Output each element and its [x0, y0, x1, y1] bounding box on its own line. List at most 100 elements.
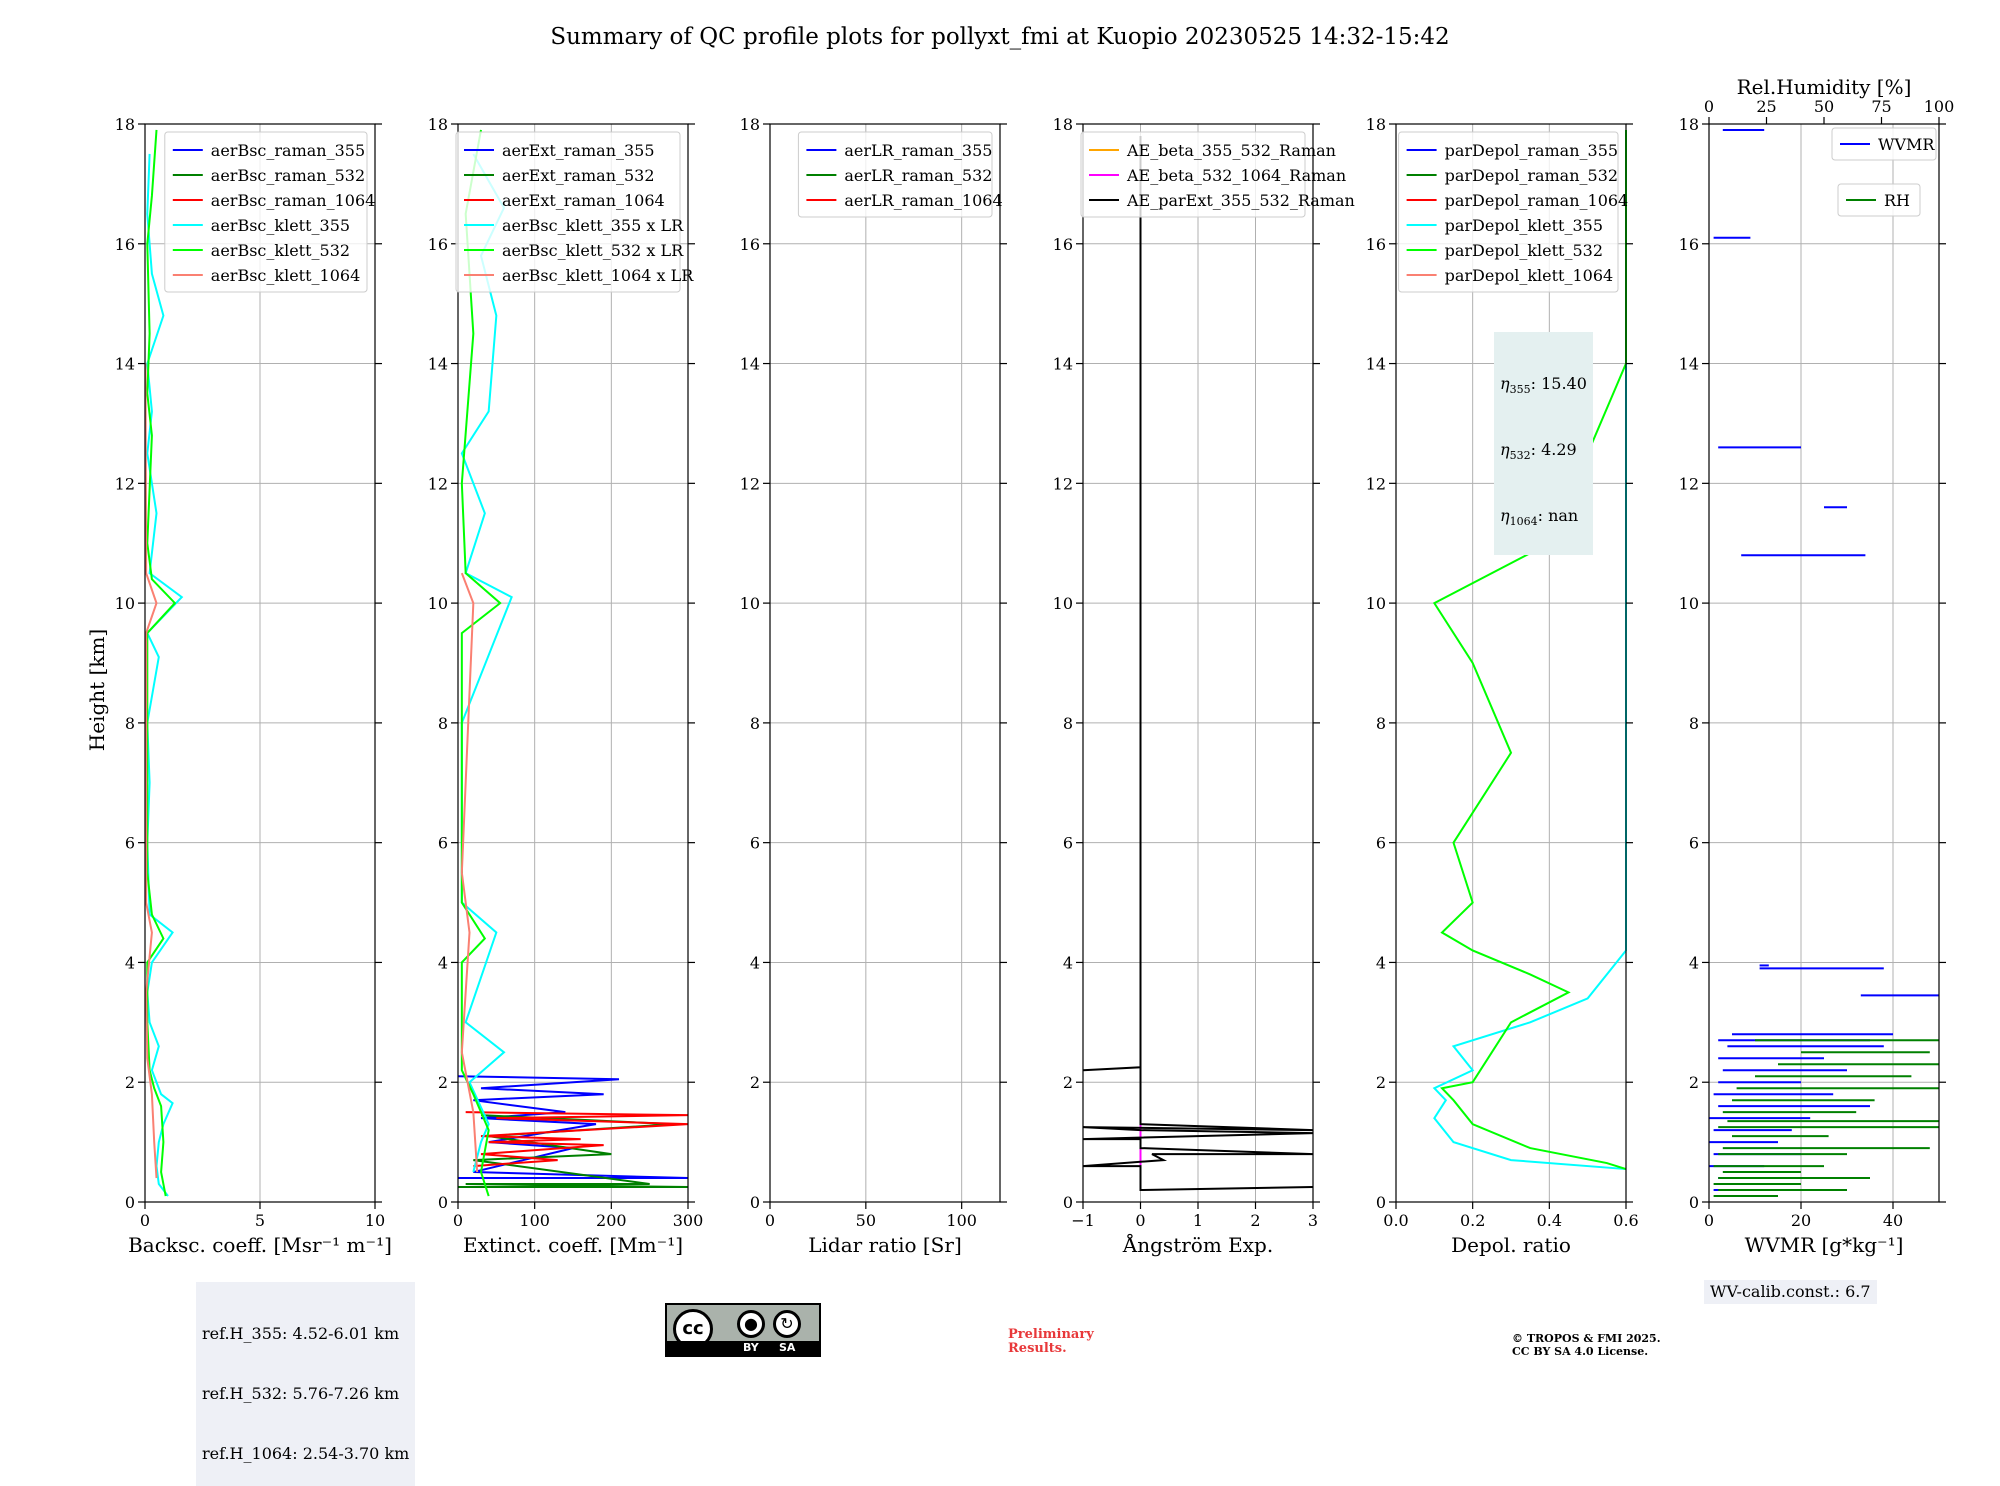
legend-label: AE_beta_355_532_Raman: [1126, 141, 1336, 160]
series-line-parDepol_klett_532: [1432, 129, 1627, 1171]
copyright-line-2: CC BY SA 4.0 License.: [1512, 1345, 1649, 1358]
legend-label: aerExt_raman_1064: [502, 191, 665, 210]
y-tick-label: 18: [428, 115, 448, 134]
x-axis-label: Ångström Exp.: [1122, 1232, 1273, 1257]
copyright-line-1: © TROPOS & FMI 2025.: [1512, 1332, 1661, 1345]
legend-label: parDepol_raman_355: [1445, 141, 1618, 160]
y-tick-label: 16: [115, 235, 135, 254]
x-axis-label: Depol. ratio: [1451, 1233, 1571, 1257]
legend-label: AE_parExt_355_532_Raman: [1126, 191, 1355, 210]
legend-label: aerLR_raman_532: [844, 166, 992, 185]
ref-heights-box: ref.H_355: 4.52-6.01 km ref.H_532: 5.76-…: [196, 1282, 416, 1486]
cc-license-badge: cc ● ↻ BY SA: [665, 1303, 821, 1357]
license-strip: [667, 1341, 819, 1355]
eta-annotation: η355: 15.40 η532: 4.29 η1064: nan: [1494, 332, 1593, 555]
legend-label: AE_beta_532_1064_Raman: [1126, 166, 1346, 185]
panel-backscatter: 0 5 10 0 2 4 6 8 10 12 14 16 18 Backsc. coeff. [Msr⁻¹…: [115, 115, 392, 1257]
y-tick-label: 6: [750, 834, 760, 853]
legend-label: aerBsc_klett_532 x LR: [502, 241, 684, 260]
x-tick-label: 20: [1791, 1211, 1811, 1230]
y-tick-label: 18: [1366, 115, 1386, 134]
y-tick-label: 8: [750, 714, 760, 733]
y-tick-label: 12: [115, 474, 135, 493]
by-label: BY: [743, 1341, 759, 1354]
y-tick-label: 12: [1679, 474, 1699, 493]
y-tick-label: 4: [750, 953, 760, 972]
y-tick-label: 12: [428, 474, 448, 493]
y-tick-label: 0: [1689, 1193, 1699, 1212]
y-tick-label: 14: [1053, 355, 1073, 374]
x-tick-label: 0: [765, 1211, 775, 1230]
x-tick-label: 1: [1193, 1211, 1203, 1230]
axes-frame: [1395, 123, 1627, 1203]
y-tick-label: 14: [428, 355, 448, 374]
y-tick-label: 0: [438, 1193, 448, 1212]
legend-label: aerExt_raman_355: [502, 141, 655, 160]
series-line-aerBsc_klett_1064: [144, 363, 158, 1179]
x-tick-label: 10: [365, 1211, 385, 1230]
legend-box: [1080, 131, 1306, 218]
legend-label: aerLR_raman_1064: [844, 191, 1002, 210]
legend-label: parDepol_raman_532: [1445, 166, 1618, 185]
y-tick-label: 6: [1689, 834, 1699, 853]
legend-box: [1831, 127, 1937, 161]
eta-532: η532: 4.29: [1500, 440, 1577, 463]
legend-label: aerLR_raman_355: [844, 141, 992, 160]
y-tick-label: 6: [438, 834, 448, 853]
eta-355: η355: 15.40: [1500, 374, 1587, 397]
x-tick-label: 100: [946, 1211, 977, 1230]
y-tick-label: 8: [1376, 714, 1386, 733]
legend-label: aerBsc_raman_532: [211, 166, 365, 185]
y-tick-label: 10: [115, 594, 135, 613]
series-line-aerExt_raman_1064: [465, 1111, 689, 1168]
x-tick-label: 0.4: [1537, 1211, 1562, 1230]
y-tick-label: 8: [125, 714, 135, 733]
x-tick-label: 200: [596, 1211, 627, 1230]
y-tick-label: 14: [115, 355, 135, 374]
legend-label: parDepol_klett_1064: [1445, 266, 1614, 285]
y-tick-label: 10: [740, 594, 760, 613]
legend-label: aerBsc_klett_355 x LR: [502, 216, 684, 235]
y-tick-label: 0: [750, 1193, 760, 1212]
y-tick-label: 14: [1366, 355, 1386, 374]
y-tick-label: 4: [438, 953, 448, 972]
legend-label: aerBsc_raman_1064: [211, 191, 376, 210]
eta-1064-value: nan: [1548, 506, 1579, 526]
x-tick-label: 5: [255, 1211, 265, 1230]
y-tick-label: 10: [1053, 594, 1073, 613]
y-tick-label: 4: [1063, 953, 1073, 972]
axes-frame: [769, 123, 1001, 1203]
legend-label: aerBsc_klett_1064 x LR: [502, 266, 694, 285]
x-axis-label: Extinct. coeff. [Mm⁻¹]: [463, 1233, 683, 1257]
panel-extinction: 0 100 200 300 0 2 4 6 8 10 12 14 16 18 Extinct. coeff.…: [428, 115, 704, 1257]
y-tick-label: 12: [1366, 474, 1386, 493]
legend-label: RH: [1884, 191, 1910, 210]
x-tick-label: 2: [1250, 1211, 1260, 1230]
copyright-note: © TROPOS & FMI 2025. CC BY SA 4.0 Licens…: [1512, 1332, 1661, 1358]
sa-share-icon: ↻: [773, 1310, 801, 1338]
ref-height-1064: ref.H_1064: 2.54-3.70 km: [202, 1444, 410, 1463]
series-line-aerBsc_klett_355 x LR: [460, 153, 513, 1173]
y-tick-label: 6: [125, 834, 135, 853]
legend-label: WVMR: [1878, 135, 1935, 154]
legend-label: aerBsc_klett_1064: [211, 266, 360, 285]
panel-wvmr: 0 20 40 0 2 4 6 8 10 12 14 16 18 WVMR [g*kg⁻¹] 0 25 50 75…: [1679, 75, 1955, 1257]
y-tick-label: 12: [1053, 474, 1073, 493]
series-line-parDepol_klett_355: [1432, 129, 1627, 1171]
eta-355-value: 15.40: [1541, 374, 1587, 393]
y-tick-label: 10: [1366, 594, 1386, 613]
y-tick-label: 0: [125, 1193, 135, 1212]
y-tick-label: 2: [438, 1073, 448, 1092]
profile-figure: Summary of QC profile plots for pollyxt_…: [85, 24, 1955, 1257]
x-tick-label: 0.2: [1460, 1211, 1485, 1230]
legend-box: [797, 131, 993, 218]
sa-label: SA: [779, 1341, 796, 1354]
legend-label: aerBsc_klett_532: [211, 241, 350, 260]
eta-1064: η1064: nan: [1500, 506, 1579, 529]
y-tick-label: 8: [1063, 714, 1073, 733]
x2-tick-label: 25: [1756, 97, 1776, 116]
y-tick-label: 16: [740, 235, 760, 254]
by-person-icon: ●: [737, 1310, 765, 1338]
legend-label: parDepol_klett_355: [1445, 216, 1603, 235]
axes-frame: [457, 123, 689, 1203]
